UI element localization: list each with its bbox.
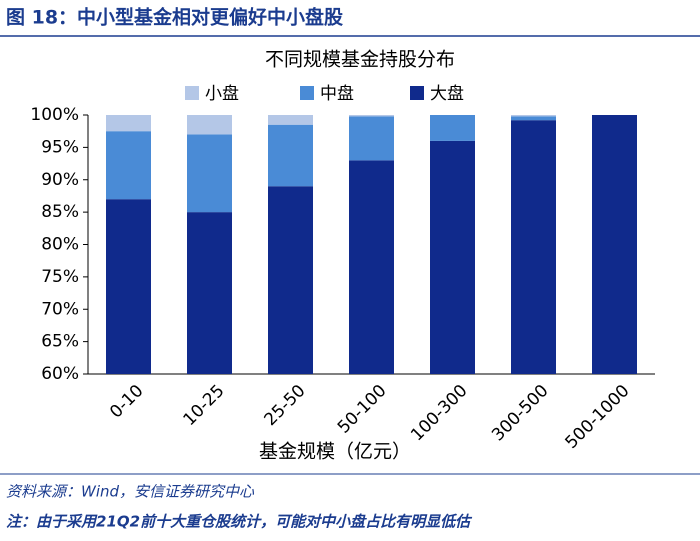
chart-title: 不同规模基金持股分布	[265, 49, 455, 71]
legend-swatch	[185, 86, 199, 100]
bar-segment	[349, 160, 394, 374]
x-tick-label: 500-1000	[562, 381, 634, 453]
y-tick-label: 85%	[41, 202, 79, 222]
bar-segment	[511, 116, 556, 121]
bar-segment	[511, 120, 556, 375]
note: 注：由于采用21Q2前十大重仓股统计，可能对中小盘占比有明显低估	[6, 513, 473, 531]
x-tick-label: 0-10	[106, 381, 147, 422]
source: 资料来源：Wind，安信证券研究中心	[6, 483, 255, 501]
bar-segment	[187, 134, 232, 213]
x-tick-label: 25-50	[260, 381, 309, 430]
legend-label: 大盘	[430, 84, 464, 104]
y-tick-label: 100%	[30, 105, 79, 125]
y-tick-label: 60%	[41, 364, 79, 384]
x-tick-label: 50-100	[334, 381, 391, 438]
x-axis-label: 基金规模（亿元）	[259, 441, 411, 463]
bar-segment	[349, 115, 394, 117]
legend-swatch	[300, 86, 314, 100]
bar-segment	[592, 115, 637, 374]
bar-segment	[511, 115, 556, 117]
bar-segment	[430, 115, 475, 141]
x-tick-label: 10-25	[179, 381, 228, 430]
bar-segment	[106, 115, 151, 132]
y-tick-label: 70%	[41, 299, 79, 319]
bar-segment	[349, 116, 394, 161]
bar-segment	[187, 115, 232, 135]
bar-segment	[106, 131, 151, 200]
x-tick-label: 100-300	[407, 381, 471, 445]
bar-segment	[268, 186, 313, 374]
bar-segment	[187, 212, 232, 374]
bar-segment	[430, 140, 475, 374]
y-tick-label: 75%	[41, 267, 79, 287]
y-tick-label: 95%	[41, 137, 79, 157]
y-tick-label: 90%	[41, 170, 79, 190]
bar-segment	[106, 199, 151, 374]
bar-segment	[268, 115, 313, 125]
legend-swatch	[410, 86, 424, 100]
y-tick-label: 80%	[41, 235, 79, 255]
legend-label: 小盘	[205, 84, 239, 104]
y-tick-label: 65%	[41, 332, 79, 352]
figure-title: 图 18：中小型基金相对更偏好中小盘股	[6, 6, 343, 29]
x-tick-label: 300-500	[488, 381, 552, 445]
legend-label: 中盘	[320, 84, 354, 104]
bar-segment	[268, 124, 313, 187]
